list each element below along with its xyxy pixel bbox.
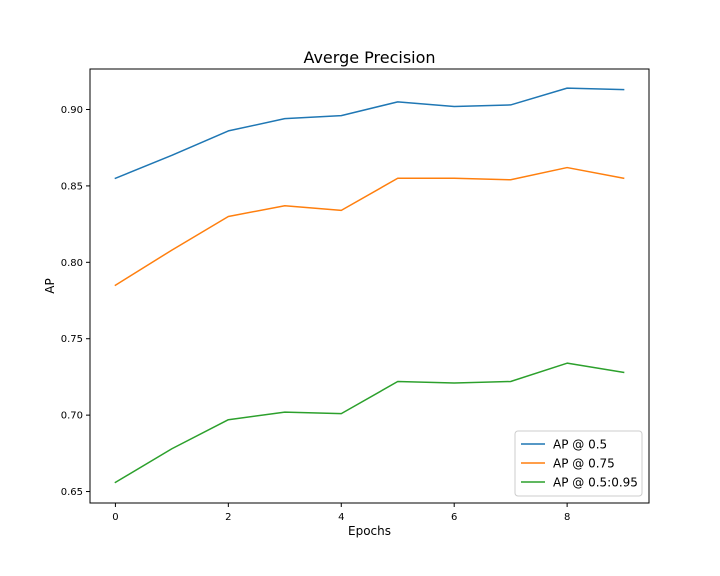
y-tick-label: 0.70	[61, 411, 83, 422]
y-tick-label: 0.90	[61, 105, 83, 116]
series-line-3	[114, 362, 625, 484]
plot-frame	[89, 68, 650, 504]
y-axis-label: AP	[43, 278, 57, 293]
series-line-1	[114, 87, 625, 180]
x-tick-label: 4	[338, 512, 344, 523]
x-axis-label: Epochs	[348, 524, 391, 538]
chart-title: Averge Precision	[303, 48, 435, 67]
x-tick-label: 8	[564, 512, 570, 523]
legend-box	[514, 430, 643, 497]
x-tick-label: 2	[225, 512, 231, 523]
x-tick-label: 0	[112, 512, 118, 523]
y-tick-label: 0.85	[61, 181, 83, 192]
x-axis-ticks: 0 2 4 6 8	[112, 503, 570, 523]
series-line-2	[114, 166, 625, 287]
series-lines	[114, 87, 625, 484]
y-tick-label: 0.65	[61, 487, 83, 498]
y-tick-label: 0.75	[61, 334, 83, 345]
x-tick-label: 6	[451, 512, 457, 523]
legend-label-3: AP @ 0.5:0.95	[553, 476, 638, 490]
legend: AP @ 0.5 AP @ 0.75 AP @ 0.5:0.95	[514, 430, 643, 497]
y-tick-label: 0.80	[61, 258, 83, 269]
plot-area	[89, 68, 650, 504]
y-axis-ticks: 0.65 0.70 0.75 0.80 0.85 0.90	[61, 105, 90, 498]
legend-label-1: AP @ 0.5	[553, 438, 607, 452]
legend-label-2: AP @ 0.75	[553, 457, 615, 471]
